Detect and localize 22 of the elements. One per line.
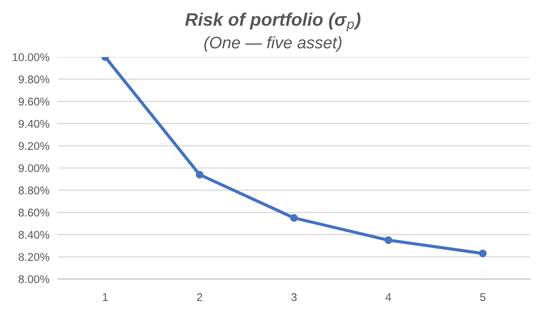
x-tick-label: 5 [480, 293, 486, 302]
y-tick-label: 8.60% [18, 208, 50, 217]
y-tick-label: 9.40% [18, 120, 50, 128]
chart-title: Risk of portfolio (σ$_{p}$) [185, 12, 360, 32]
point [290, 214, 298, 222]
y-tick-label: 8.80% [18, 186, 50, 194]
y-tick-label: 9.60% [18, 98, 50, 106]
y-tick-label: 10.00% [12, 53, 50, 62]
y-tick-label: 9.00% [18, 164, 50, 172]
x-tick-label: 2 [197, 293, 202, 301]
point [196, 170, 204, 178]
y-tick-label: 8.40% [18, 230, 50, 239]
y-tick-label: 8.20% [18, 253, 50, 261]
y-tick-label: 9.20% [18, 142, 50, 150]
point [384, 236, 392, 244]
x-tick-label: 1 [102, 293, 108, 301]
x-tick-label: 3 [291, 293, 297, 302]
point [478, 250, 487, 258]
x-tick-label: 4 [386, 293, 392, 301]
chart-subtitle: (One — five asset) [204, 36, 342, 52]
y-tick-label: 9.80% [18, 75, 50, 84]
y-tick-label: 8.00% [18, 275, 50, 284]
